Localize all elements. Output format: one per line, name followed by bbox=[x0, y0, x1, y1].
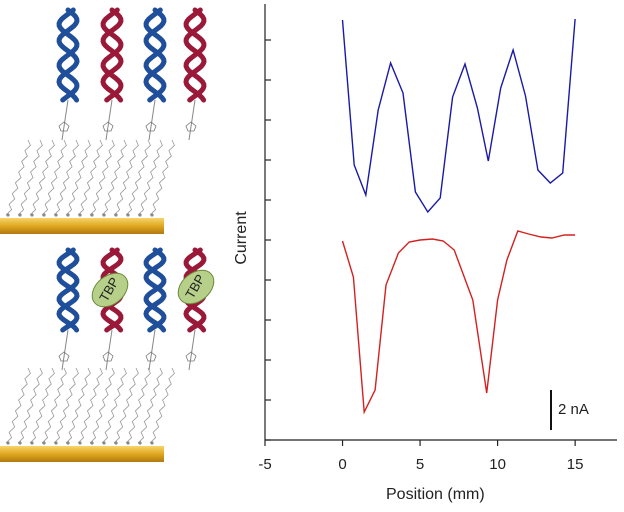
anchor-dot bbox=[114, 441, 118, 445]
tbp-protein bbox=[91, 272, 129, 308]
data-line bbox=[341, 18, 576, 214]
x-tick-label: 0 bbox=[338, 456, 346, 473]
dna-tether bbox=[188, 329, 196, 371]
dna-strand bbox=[143, 247, 167, 333]
linker-chain bbox=[77, 367, 103, 444]
linker-chain bbox=[101, 367, 127, 444]
anchor-dot bbox=[78, 213, 82, 217]
triazole bbox=[58, 351, 70, 362]
linker-chain bbox=[125, 139, 151, 216]
linker-chain bbox=[65, 367, 91, 444]
anchor-dot bbox=[150, 441, 154, 445]
dna-tether bbox=[61, 329, 69, 371]
linker-chain bbox=[41, 139, 67, 216]
linker-chain bbox=[137, 367, 163, 444]
anchor-dot bbox=[6, 213, 10, 217]
dna-tether bbox=[148, 99, 156, 141]
linker-chain bbox=[113, 139, 139, 216]
dna-strand bbox=[56, 247, 80, 333]
x-tick-label: 5 bbox=[416, 456, 424, 473]
triazole bbox=[145, 121, 157, 132]
linker-chain bbox=[137, 139, 163, 216]
anchor-dot bbox=[18, 441, 22, 445]
y-axis-label: Current bbox=[233, 211, 250, 265]
linker-chain bbox=[53, 139, 79, 216]
linker-chain bbox=[5, 139, 31, 216]
anchor-dot bbox=[90, 213, 94, 217]
tbp-protein bbox=[177, 269, 215, 305]
dna-strand bbox=[56, 7, 80, 103]
triazole bbox=[185, 351, 197, 362]
x-tick-label: 10 bbox=[489, 456, 506, 473]
anchor-dot bbox=[90, 441, 94, 445]
anchor-dot bbox=[18, 213, 22, 217]
linker-chain bbox=[29, 367, 55, 444]
linker-chain bbox=[113, 367, 139, 444]
linker-chain bbox=[29, 139, 55, 216]
data-line bbox=[341, 230, 576, 415]
anchor-dot bbox=[30, 213, 34, 217]
linker-chain bbox=[17, 139, 43, 216]
anchor-dot bbox=[30, 441, 34, 445]
dna-strand bbox=[56, 247, 80, 333]
dna-tether bbox=[105, 329, 113, 371]
scale-bar-label: 2 nA bbox=[558, 401, 589, 418]
triazole bbox=[102, 351, 114, 362]
dna-tether bbox=[61, 99, 69, 141]
gold-electrode bbox=[0, 446, 164, 462]
anchor-dot bbox=[126, 213, 130, 217]
anchor-dot bbox=[54, 213, 58, 217]
dna-tether bbox=[105, 99, 113, 141]
dna-strand bbox=[143, 7, 167, 103]
anchor-dot bbox=[138, 213, 142, 217]
anchor-dot bbox=[78, 441, 82, 445]
dna-strand bbox=[143, 7, 167, 103]
dna-strand bbox=[100, 7, 124, 103]
anchor-dot bbox=[102, 441, 106, 445]
triazole bbox=[185, 121, 197, 132]
linker-chain bbox=[65, 139, 91, 216]
dna-tether bbox=[188, 99, 196, 141]
linker-chain bbox=[17, 367, 43, 444]
dna-strand bbox=[183, 7, 207, 103]
dna-strand bbox=[56, 7, 80, 103]
anchor-dot bbox=[42, 441, 46, 445]
anchor-dot bbox=[114, 213, 118, 217]
linker-chain bbox=[149, 139, 175, 216]
x-tick-label: -5 bbox=[258, 456, 271, 473]
anchor-dot bbox=[66, 441, 70, 445]
triazole bbox=[102, 121, 114, 132]
anchor-dot bbox=[42, 213, 46, 217]
anchor-dot bbox=[126, 441, 130, 445]
schematic: TBP TBP bbox=[0, 7, 215, 462]
anchor-dot bbox=[6, 441, 10, 445]
linker-chain bbox=[89, 367, 115, 444]
linker-chain bbox=[101, 139, 127, 216]
anchor-dot bbox=[54, 441, 58, 445]
linker-chain bbox=[149, 367, 175, 444]
linker-chain bbox=[77, 139, 103, 216]
anchor-dot bbox=[66, 213, 70, 217]
anchor-dot bbox=[150, 213, 154, 217]
triazole bbox=[145, 351, 157, 362]
linker-chain bbox=[125, 367, 151, 444]
dna-tether bbox=[148, 329, 156, 371]
dna-strand bbox=[100, 7, 124, 103]
triazole bbox=[58, 121, 70, 132]
x-tick-label: 15 bbox=[567, 456, 584, 473]
anchor-dot bbox=[102, 213, 106, 217]
x-axis-label: Position (mm) bbox=[386, 486, 485, 503]
linker-chain bbox=[89, 139, 115, 216]
gold-electrode bbox=[0, 218, 164, 234]
dna-strand bbox=[143, 247, 167, 333]
dna-strand bbox=[183, 7, 207, 103]
linker-chain bbox=[53, 367, 79, 444]
anchor-dot bbox=[138, 441, 142, 445]
linker-chain bbox=[41, 367, 67, 444]
linker-chain bbox=[5, 367, 31, 444]
